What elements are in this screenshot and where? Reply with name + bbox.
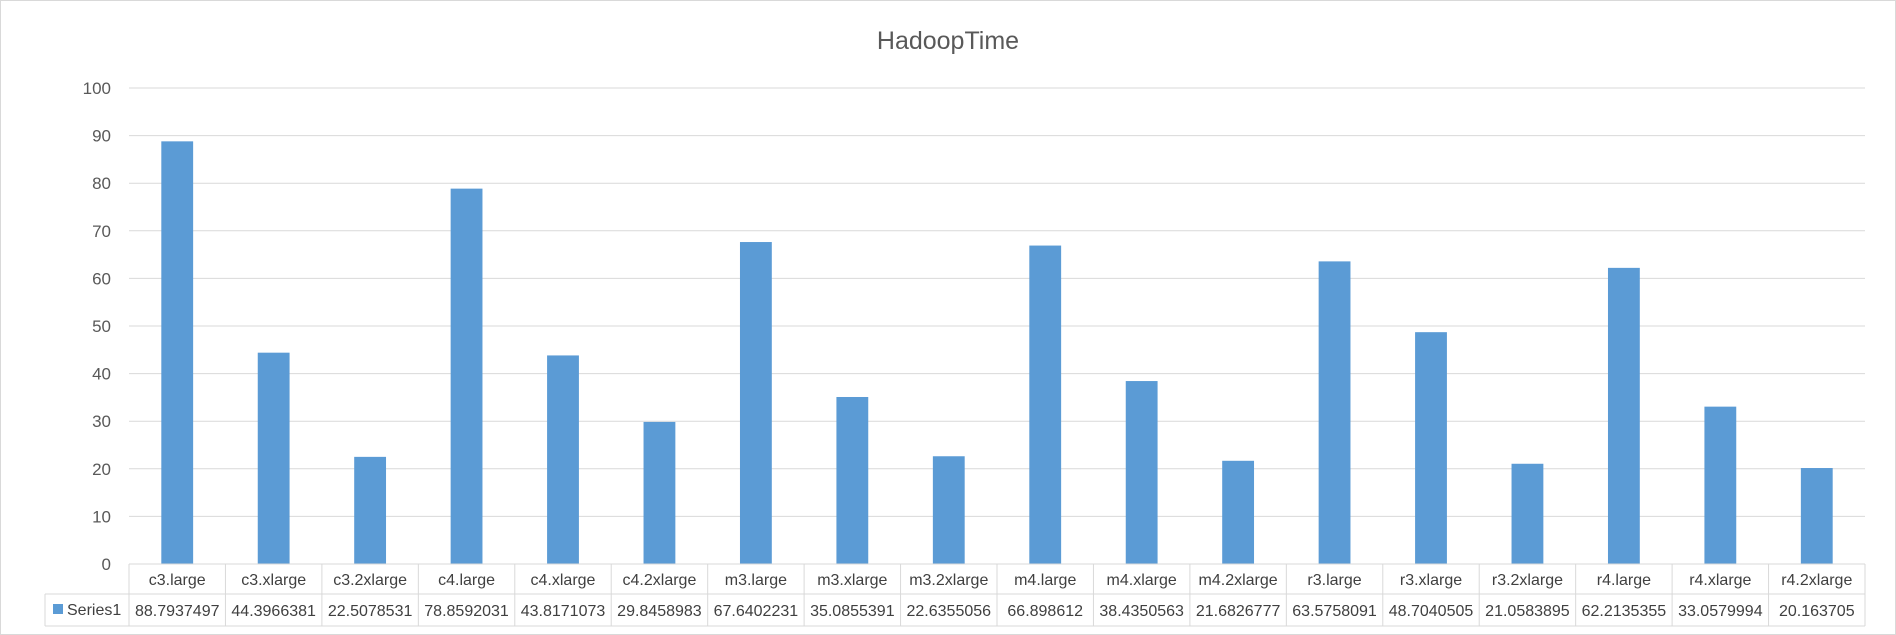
y-tick-label: 60 xyxy=(92,269,111,288)
category-label: r4.2xlarge xyxy=(1781,572,1852,589)
category-label: c3.xlarge xyxy=(241,572,306,589)
bar xyxy=(450,188,483,564)
bar xyxy=(1607,267,1640,564)
data-label: 38.4350563 xyxy=(1099,603,1184,620)
data-label: 78.8592031 xyxy=(424,603,509,620)
data-label: 22.5078531 xyxy=(328,603,413,620)
bar xyxy=(1222,460,1255,564)
y-axis: 0 10 20 30 40 50 60 70 80 90 100 xyxy=(83,79,111,574)
bar xyxy=(643,421,676,564)
category-label: m4.2xlarge xyxy=(1199,572,1278,589)
category-label: r3.2xlarge xyxy=(1492,572,1563,589)
bar xyxy=(836,396,869,564)
category-label: m4.large xyxy=(1014,572,1076,589)
bar xyxy=(739,242,772,564)
data-label: 63.5758091 xyxy=(1292,603,1377,620)
category-label: r3.large xyxy=(1307,572,1361,589)
y-tick-label: 70 xyxy=(92,222,111,241)
data-label: 48.7040505 xyxy=(1389,603,1474,620)
category-label: c4.large xyxy=(438,572,495,589)
data-label: 67.6402231 xyxy=(714,603,799,620)
data-label: 88.7937497 xyxy=(135,603,220,620)
data-label: 66.898612 xyxy=(1007,603,1083,620)
bar xyxy=(257,352,290,564)
bar xyxy=(1125,381,1158,564)
category-label: r4.large xyxy=(1597,572,1651,589)
bar xyxy=(932,456,965,564)
y-tick-label: 50 xyxy=(92,317,111,336)
y-tick-label: 10 xyxy=(92,507,111,526)
category-label: c4.2xlarge xyxy=(623,572,697,589)
category-label: c4.xlarge xyxy=(531,572,596,589)
data-label: 20.163705 xyxy=(1779,603,1855,620)
data-label: 62.2135355 xyxy=(1582,603,1667,620)
data-label: 35.0855391 xyxy=(810,603,895,620)
category-label: c3.2xlarge xyxy=(333,572,407,589)
category-label: m3.2xlarge xyxy=(909,572,988,589)
legend-series-name: Series1 xyxy=(67,602,121,619)
bar xyxy=(354,456,387,564)
bar xyxy=(1800,468,1833,564)
category-label: m3.xlarge xyxy=(817,572,887,589)
category-label: m3.large xyxy=(725,572,787,589)
data-label: 44.3966381 xyxy=(231,603,316,620)
data-label: 33.0579994 xyxy=(1678,603,1763,620)
category-label: m4.xlarge xyxy=(1107,572,1177,589)
legend-swatch xyxy=(53,604,63,614)
y-tick-label: 100 xyxy=(83,79,111,98)
y-tick-label: 0 xyxy=(102,555,111,574)
bars xyxy=(161,141,1833,565)
gridlines xyxy=(129,87,1865,565)
bar xyxy=(1511,463,1544,564)
bar xyxy=(1704,406,1737,564)
bar xyxy=(1318,261,1351,564)
bar xyxy=(1415,332,1447,564)
data-label: 22.6355056 xyxy=(907,603,992,620)
data-label: 21.0583895 xyxy=(1485,603,1570,620)
data-label: 21.6826777 xyxy=(1196,603,1281,620)
category-label: r3.xlarge xyxy=(1400,572,1462,589)
y-tick-label: 30 xyxy=(92,412,111,431)
y-tick-label: 20 xyxy=(92,460,111,479)
data-label: 29.8458983 xyxy=(617,603,702,620)
category-label: c3.large xyxy=(149,572,206,589)
bar xyxy=(1029,245,1062,564)
bar xyxy=(547,355,579,564)
y-tick-label: 40 xyxy=(92,365,111,384)
category-label: r4.xlarge xyxy=(1689,572,1751,589)
chart-title: HadoopTime xyxy=(877,27,1019,55)
y-tick-label: 90 xyxy=(92,127,111,146)
y-tick-label: 80 xyxy=(92,174,111,193)
data-table: c3.large 88.7937497 c3.xlarge 44.3966381 c3.… xyxy=(44,563,1866,627)
data-label: 43.8171073 xyxy=(521,603,606,620)
bar xyxy=(161,141,194,565)
